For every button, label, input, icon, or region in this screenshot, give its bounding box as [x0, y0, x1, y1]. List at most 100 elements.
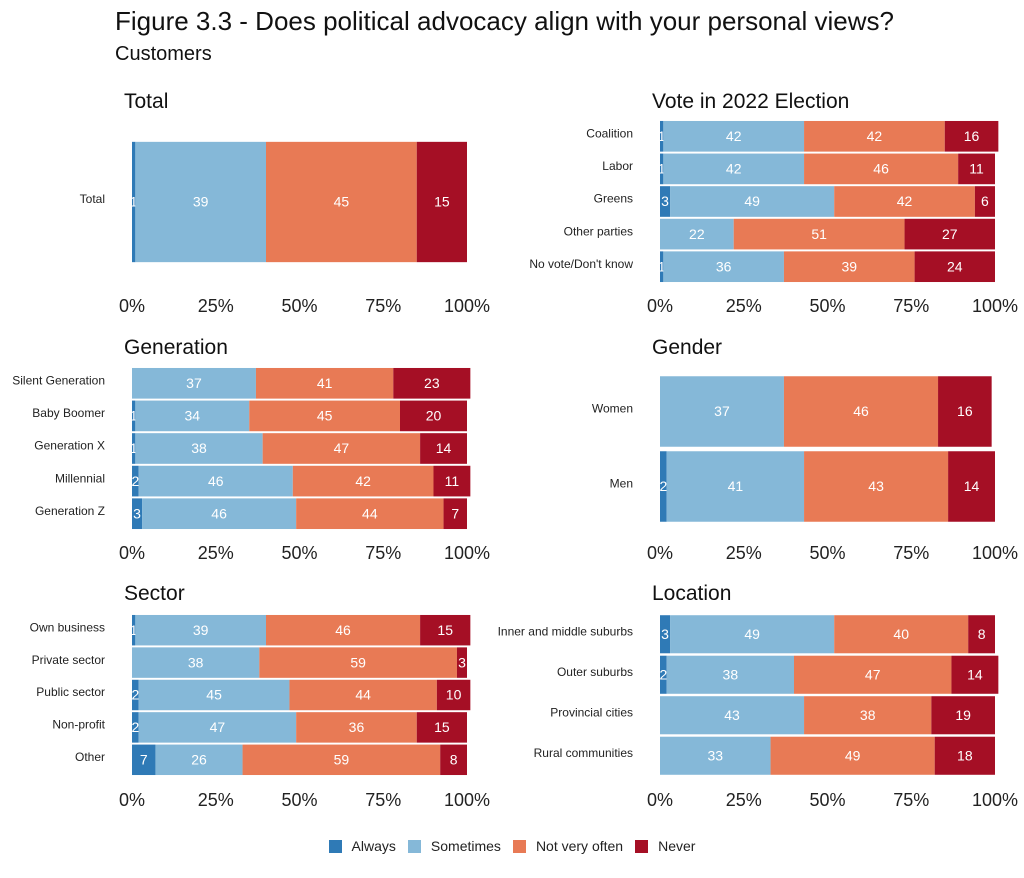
bar-location-rural-communities-not-very-often: [770, 736, 935, 775]
x-tick-gender-4: 100%: [972, 543, 1018, 563]
category-label-no-vote-don-t-know: No vote/Don't know: [529, 257, 633, 271]
bar-sector-non-profit-never: [416, 712, 467, 743]
data-label-sector-other-never: 8: [450, 752, 458, 768]
data-label-sector-own-business-never: 15: [437, 622, 453, 638]
data-label-vote-in-2022-election-coalition-sometimes: 42: [726, 128, 742, 144]
data-label-location-rural-communities-not-very-often: 49: [845, 747, 861, 763]
data-label-location-inner-and-middle-suburbs-sometimes: 49: [744, 626, 760, 642]
data-label-location-inner-and-middle-suburbs-not-very-often: 40: [893, 626, 909, 642]
category-label-outer-suburbs: Outer suburbs: [557, 665, 633, 679]
x-tick-total-0: 0%: [119, 296, 145, 316]
data-label-vote-in-2022-election-labor-always: 1: [658, 161, 666, 177]
bar-generation-baby-boomer-not-very-often: [249, 400, 400, 432]
data-label-generation-millennial-always: 2: [131, 473, 139, 489]
page-title: Figure 3.3 - Does political advocacy ali…: [115, 6, 894, 36]
x-tick-total-2: 50%: [281, 296, 317, 316]
x-tick-total-3: 75%: [365, 296, 401, 316]
x-tick-vote-in-2022-election-3: 75%: [893, 296, 929, 316]
legend-swatch-not-very-often: [512, 839, 526, 853]
bar-gender-women-never: [938, 376, 992, 447]
bar-total-total-never: [416, 141, 467, 263]
category-label-millennial: Millennial: [55, 471, 105, 485]
data-label-generation-generation-x-never: 14: [436, 440, 452, 456]
x-tick-vote-in-2022-election-1: 25%: [726, 296, 762, 316]
x-tick-sector-2: 50%: [281, 790, 317, 810]
data-label-gender-men-always: 2: [659, 478, 667, 494]
data-label-location-inner-and-middle-suburbs-always: 3: [661, 626, 669, 642]
bar-sector-private-sector-sometimes: [132, 647, 260, 678]
bar-gender-women-sometimes: [660, 376, 784, 447]
bar-vote-in-2022-election-coalition-not-very-often: [804, 120, 945, 152]
data-label-location-provincial-cities-not-very-often: 38: [860, 707, 876, 723]
legend-swatch-always: [328, 839, 342, 853]
bar-total-total-sometimes: [135, 141, 266, 263]
data-label-generation-generation-z-not-very-often: 44: [362, 505, 378, 521]
category-label-women: Women: [592, 402, 633, 416]
bar-location-outer-suburbs-sometimes: [666, 655, 794, 694]
legend-label-not-very-often: Not very often: [535, 838, 624, 854]
data-label-vote-in-2022-election-other-parties-not-very-often: 51: [811, 226, 827, 242]
data-label-location-outer-suburbs-always: 2: [659, 666, 667, 682]
bar-location-inner-and-middle-suburbs-never: [968, 615, 995, 654]
bar-sector-non-profit-always: [132, 712, 139, 743]
legend-swatch-never: [635, 839, 649, 853]
data-label-vote-in-2022-election-labor-never: 11: [969, 161, 984, 177]
data-label-location-outer-suburbs-sometimes: 38: [723, 666, 739, 682]
category-label-non-profit: Non-profit: [52, 718, 105, 732]
bar-sector-own-business-not-very-often: [266, 614, 421, 646]
bar-location-rural-communities-never: [934, 736, 995, 775]
category-label-men: Men: [610, 477, 633, 491]
x-tick-location-4: 100%: [972, 790, 1018, 810]
bar-generation-millennial-sometimes: [138, 465, 293, 497]
category-label-rural-communities: Rural communities: [534, 746, 633, 760]
category-label-other: Other: [75, 750, 105, 764]
bar-location-provincial-cities-never: [931, 696, 995, 735]
bar-vote-in-2022-election-no-vote-don-t-know-sometimes: [663, 251, 784, 283]
bar-sector-public-sector-never: [436, 679, 471, 711]
legend-swatch-sometimes: [407, 839, 421, 853]
data-label-generation-baby-boomer-sometimes: 34: [185, 408, 201, 424]
data-label-sector-public-sector-not-very-often: 44: [355, 687, 371, 703]
bar-generation-millennial-always: [132, 465, 139, 497]
category-label-greens: Greens: [594, 192, 633, 206]
bar-gender-men-sometimes: [666, 451, 805, 522]
x-tick-total-4: 100%: [444, 296, 490, 316]
x-tick-vote-in-2022-election-2: 50%: [809, 296, 845, 316]
bar-gender-men-not-very-often: [804, 451, 949, 522]
bar-generation-generation-x-not-very-often: [262, 433, 421, 464]
legend-item-not-very-often: Not very often: [512, 838, 624, 854]
data-label-generation-generation-z-never: 7: [451, 505, 459, 521]
data-label-sector-private-sector-sometimes: 38: [188, 654, 204, 670]
bar-sector-private-sector-not-very-often: [259, 647, 457, 678]
bar-vote-in-2022-election-labor-never: [958, 153, 995, 185]
bar-generation-silent-generation-sometimes: [132, 367, 256, 399]
category-label-coalition: Coalition: [586, 126, 633, 140]
bar-vote-in-2022-election-labor-always: [660, 153, 664, 185]
bar-location-outer-suburbs-always: [660, 655, 667, 694]
data-label-vote-in-2022-election-greens-not-very-often: 42: [897, 193, 913, 209]
bar-vote-in-2022-election-no-vote-don-t-know-never: [914, 251, 995, 283]
data-label-total-total-always: 1: [130, 194, 138, 210]
x-tick-location-3: 75%: [893, 790, 929, 810]
data-label-total-total-not-very-often: 45: [334, 194, 350, 210]
bar-location-rural-communities-sometimes: [660, 736, 771, 775]
data-label-sector-non-profit-not-very-often: 36: [349, 719, 365, 735]
x-tick-sector-1: 25%: [198, 790, 234, 810]
bar-vote-in-2022-election-labor-sometimes: [663, 153, 805, 185]
bar-vote-in-2022-election-coalition-sometimes: [663, 120, 805, 152]
data-label-location-rural-communities-sometimes: 33: [707, 747, 723, 763]
data-label-gender-men-sometimes: 41: [728, 478, 744, 494]
data-label-total-total-never: 15: [434, 194, 450, 210]
data-label-gender-men-never: 14: [964, 478, 980, 494]
bar-sector-other-always: [132, 744, 156, 776]
data-label-sector-non-profit-never: 15: [434, 719, 450, 735]
data-label-vote-in-2022-election-coalition-never: 16: [964, 128, 980, 144]
data-label-location-provincial-cities-never: 19: [955, 707, 971, 723]
bar-gender-women-not-very-often: [783, 376, 939, 447]
data-label-sector-own-business-not-very-often: 46: [335, 622, 351, 638]
data-label-vote-in-2022-election-other-parties-sometimes: 22: [689, 226, 705, 242]
bar-sector-public-sector-not-very-often: [289, 679, 437, 711]
bar-generation-generation-x-never: [420, 433, 467, 464]
data-label-location-provincial-cities-sometimes: 43: [724, 707, 740, 723]
